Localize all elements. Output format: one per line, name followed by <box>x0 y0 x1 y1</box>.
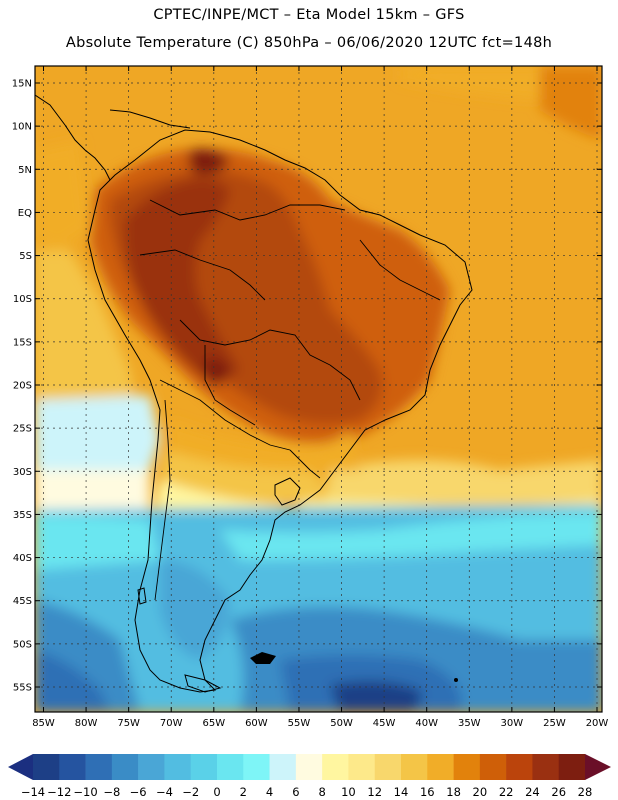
colorbar-swatch <box>164 754 192 780</box>
colorbar-swatch <box>401 754 428 780</box>
temperature-colorbar <box>8 754 611 780</box>
colorbar-swatch <box>138 754 165 780</box>
colorbar-swatch <box>479 754 507 780</box>
lon-label: 65W <box>202 718 225 729</box>
colorbar-swatch <box>374 754 402 780</box>
caribbean-coast <box>109 109 191 129</box>
lat-label: 10N <box>12 122 32 133</box>
lat-label: 30S <box>13 467 32 478</box>
colorbar-label: 2 <box>240 785 247 799</box>
tierra-del-fuego <box>184 674 222 693</box>
colorbar-label: −12 <box>47 785 71 799</box>
colorbar-high-arrow <box>585 754 611 780</box>
latitude-labels: 15N 10N 5N EQ 5S 10S 15S 20S 25S 30S 35S 40S 45S 50S 5… <box>12 79 32 694</box>
lon-label: 50W <box>330 718 353 729</box>
colorbar-label: 22 <box>499 785 514 799</box>
falkland-islands <box>250 652 276 664</box>
colorbar-low-arrow <box>8 754 33 780</box>
colorbar-labels: −14 −12 −10 −8 −6 −4 −2 0 2 4 6 8 10 12 14 16 18 20 22 24 26… <box>21 785 592 799</box>
map-title-field: Absolute Temperature (C) 850hPa – 06/06/… <box>65 35 553 51</box>
central-america-coast <box>35 94 111 181</box>
lon-label: 25W <box>543 718 566 729</box>
map-title-source: CPTEC/INPE/MCT – Eta Model 15km – GFS <box>153 7 465 23</box>
colorbar-label: 8 <box>318 785 325 799</box>
colorbar-swatch <box>348 754 376 780</box>
colorbar-label: 28 <box>578 785 593 799</box>
country-borders <box>139 199 441 601</box>
lat-label: 15N <box>12 79 32 90</box>
lon-label: 80W <box>75 718 98 729</box>
colorbar-swatch <box>269 754 297 780</box>
temperature-field <box>35 66 602 712</box>
colorbar-swatch <box>427 754 454 780</box>
lat-label: 45S <box>13 596 32 607</box>
south-america-coast <box>87 129 473 693</box>
colorbar-label: 0 <box>213 785 220 799</box>
lat-label: 25S <box>13 424 32 435</box>
colorbar-label: 6 <box>292 785 299 799</box>
lon-label: 70W <box>160 718 183 729</box>
lon-label: 45W <box>373 718 396 729</box>
lat-label: 40S <box>13 553 32 564</box>
colorbar-label: −6 <box>130 785 147 799</box>
lat-label: 35S <box>13 510 32 521</box>
lat-label: 10S <box>13 294 32 305</box>
colorbar-label: 24 <box>525 785 540 799</box>
colorbar-swatch <box>295 754 323 780</box>
lat-label: 20S <box>13 381 32 392</box>
colorbar-swatch <box>59 754 86 780</box>
colorbar-swatch <box>243 754 270 780</box>
colorbar-swatch <box>322 754 349 780</box>
lon-label: 85W <box>32 718 55 729</box>
lon-label: 55W <box>288 718 311 729</box>
lon-label: 75W <box>117 718 140 729</box>
colorbar-label: 18 <box>446 785 461 799</box>
colorbar-swatch <box>85 754 113 780</box>
colorbar-label: 12 <box>367 785 382 799</box>
graticule <box>35 66 602 712</box>
colorbar-label: 4 <box>266 785 273 799</box>
lon-label: 20W <box>586 718 609 729</box>
colorbar-label: 16 <box>420 785 435 799</box>
rio-de-la-plata <box>274 477 301 506</box>
lon-label: 60W <box>245 718 268 729</box>
colorbar-swatch <box>217 754 244 780</box>
colorbar-label: −2 <box>182 785 199 799</box>
lat-label: EQ <box>18 208 32 219</box>
island-south-atlantic <box>454 678 458 682</box>
coastlines <box>35 94 473 693</box>
colorbar-label: −4 <box>156 785 173 799</box>
lon-label: 40W <box>415 718 438 729</box>
colorbar-swatch <box>506 754 533 780</box>
colorbar-swatch <box>453 754 481 780</box>
lat-label: 55S <box>13 683 32 694</box>
lon-label: 30W <box>501 718 524 729</box>
lat-label: 5N <box>18 165 32 176</box>
lat-label: 15S <box>13 337 32 348</box>
lat-label: 5S <box>19 251 32 262</box>
lat-label: 50S <box>13 639 32 650</box>
colorbar-swatch <box>33 754 60 780</box>
longitude-labels: 85W 80W 75W 70W 65W 60W 55W 50W 45W 40W 35W 30W 25W 2… <box>32 718 608 729</box>
colorbar-label: 14 <box>394 785 409 799</box>
islands <box>137 587 458 693</box>
colorbar-label: 20 <box>473 785 488 799</box>
colorbar-label: 26 <box>551 785 566 799</box>
colorbar-swatch <box>558 754 586 780</box>
colorbar-label: −8 <box>103 785 120 799</box>
chiloe-island <box>137 587 147 605</box>
colorbar-swatch <box>111 754 139 780</box>
colorbar-label: 10 <box>341 785 356 799</box>
map-frame <box>34 65 603 713</box>
colorbar-swatch <box>532 754 560 780</box>
lon-label: 35W <box>458 718 481 729</box>
colorbar-label: −10 <box>73 785 97 799</box>
map-ticks <box>35 66 602 712</box>
colorbar-swatch <box>190 754 218 780</box>
colorbar-label: −14 <box>21 785 45 799</box>
